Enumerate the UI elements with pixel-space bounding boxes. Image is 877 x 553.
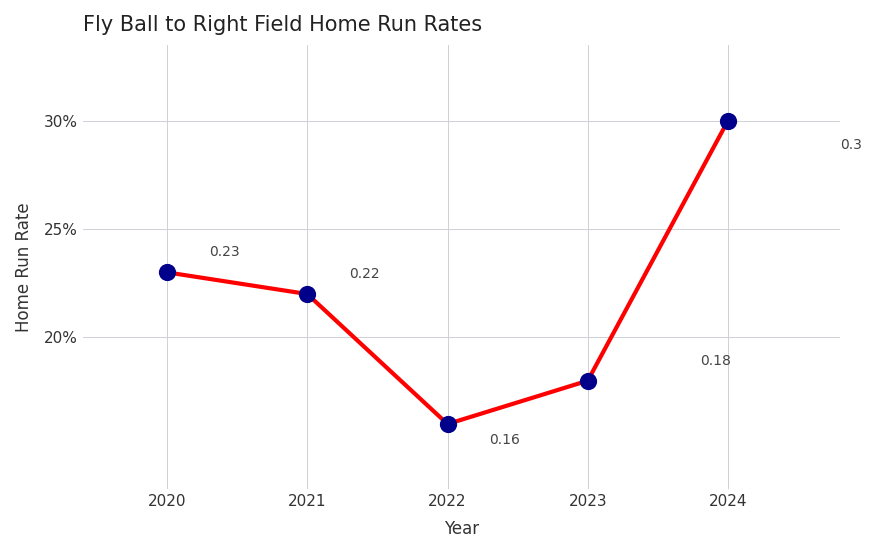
Text: 0.18: 0.18 bbox=[700, 354, 731, 368]
Point bbox=[160, 268, 175, 277]
Point bbox=[440, 420, 454, 429]
Text: 0.16: 0.16 bbox=[489, 432, 520, 447]
Text: 0.22: 0.22 bbox=[349, 267, 380, 281]
Point bbox=[581, 376, 595, 385]
Point bbox=[300, 290, 314, 299]
Y-axis label: Home Run Rate: Home Run Rate bbox=[15, 202, 33, 332]
Point bbox=[721, 116, 735, 125]
Text: 0.23: 0.23 bbox=[209, 246, 239, 259]
Text: Fly Ball to Right Field Home Run Rates: Fly Ball to Right Field Home Run Rates bbox=[83, 15, 482, 35]
X-axis label: Year: Year bbox=[444, 520, 479, 538]
Text: 0.3: 0.3 bbox=[840, 138, 862, 152]
